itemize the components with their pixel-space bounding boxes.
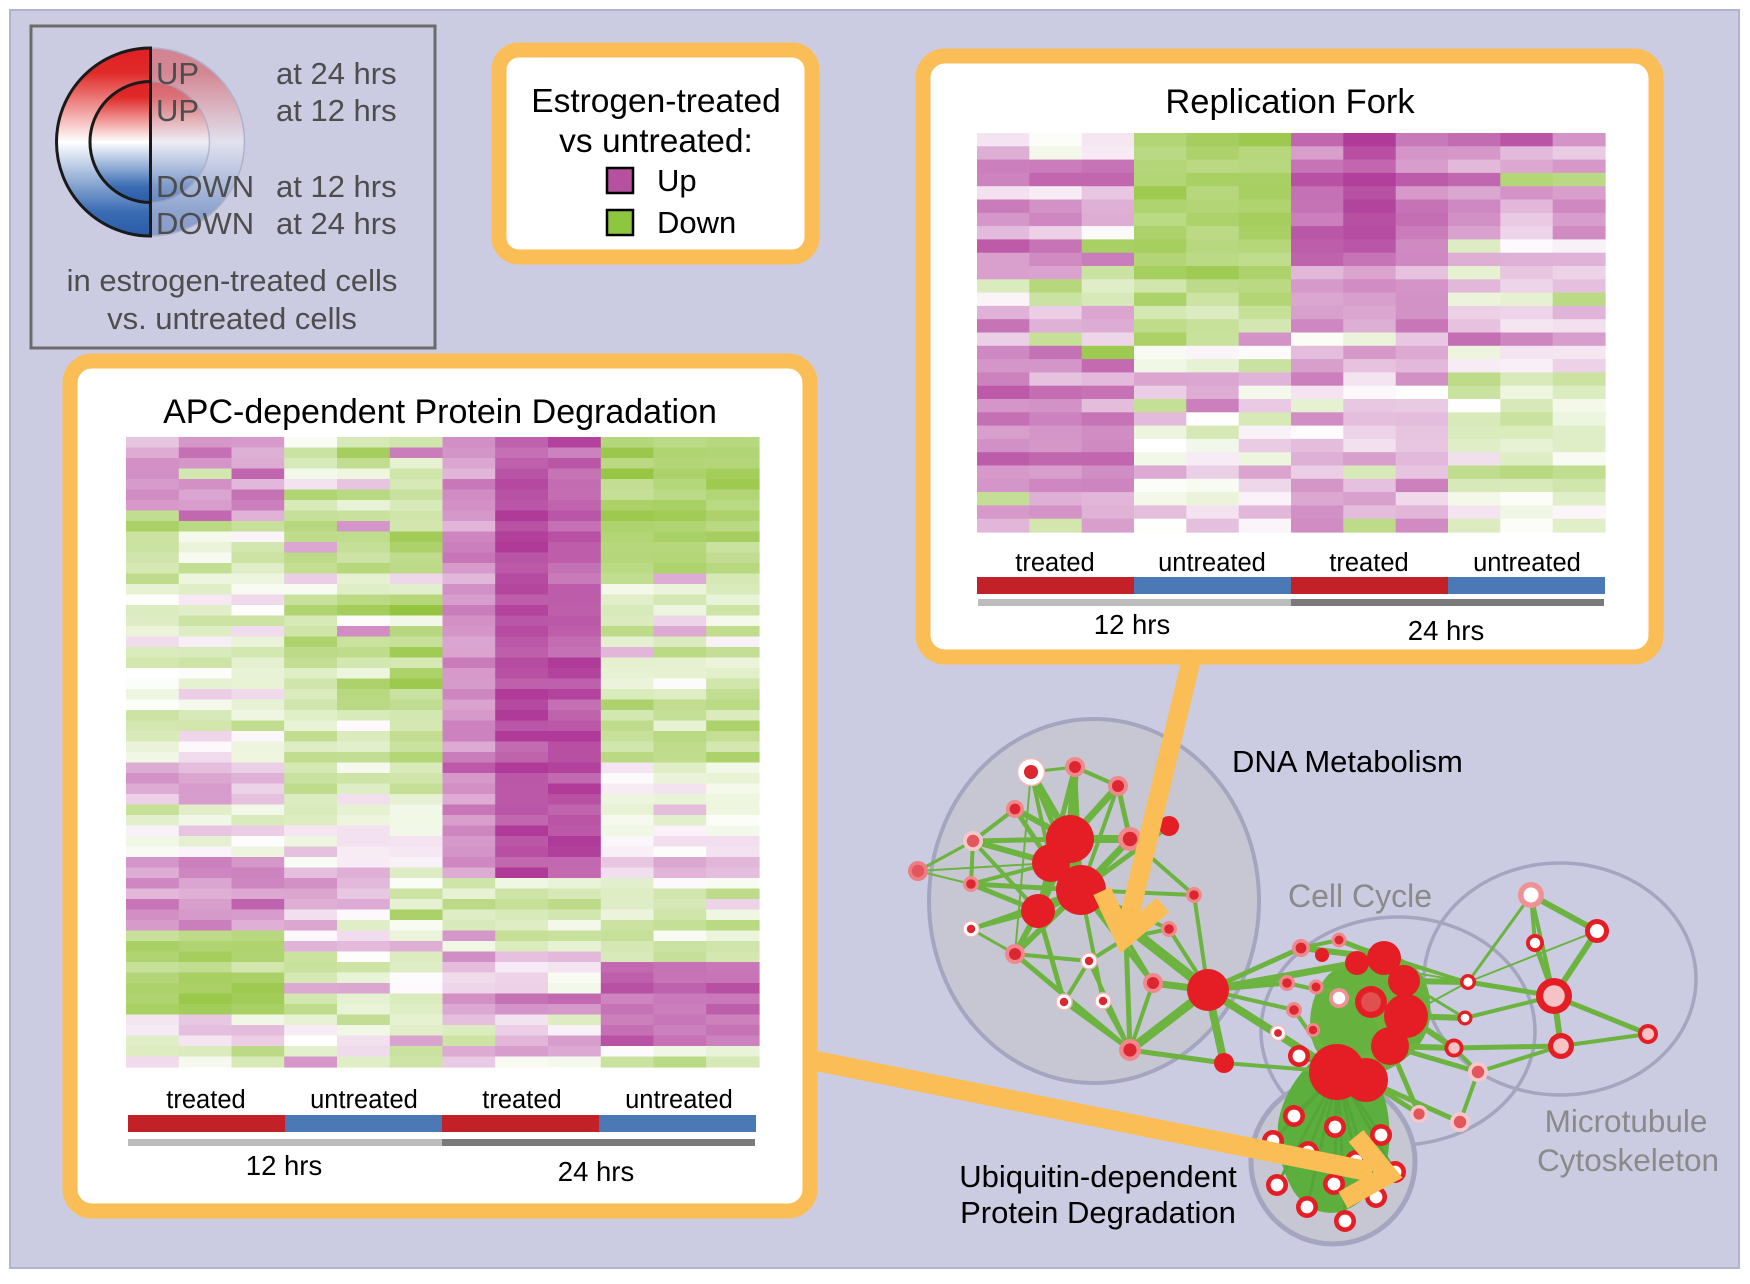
- svg-text:at 12 hrs: at 12 hrs: [276, 169, 397, 204]
- svg-text:Up: Up: [657, 163, 697, 198]
- svg-text:24 hrs: 24 hrs: [558, 1156, 634, 1187]
- svg-text:treated: treated: [166, 1086, 245, 1114]
- svg-text:in estrogen-treated cells: in estrogen-treated cells: [67, 263, 398, 298]
- svg-text:12 hrs: 12 hrs: [1094, 609, 1170, 640]
- svg-text:Down: Down: [657, 205, 736, 240]
- svg-text:UP: UP: [156, 56, 199, 91]
- svg-text:APC-dependent Protein Degradat: APC-dependent Protein Degradation: [163, 393, 717, 431]
- svg-text:Cell Cycle: Cell Cycle: [1288, 878, 1432, 914]
- svg-text:at 12 hrs: at 12 hrs: [276, 93, 397, 128]
- svg-text:untreated: untreated: [1473, 549, 1581, 577]
- svg-text:untreated: untreated: [1158, 549, 1266, 577]
- svg-text:Ubiquitin-dependent: Ubiquitin-dependent: [959, 1159, 1237, 1194]
- svg-text:treated: treated: [482, 1086, 561, 1114]
- svg-text:DOWN: DOWN: [156, 169, 254, 204]
- svg-text:Replication Fork: Replication Fork: [1165, 83, 1415, 121]
- svg-text:at 24 hrs: at 24 hrs: [276, 206, 397, 241]
- svg-text:at 24 hrs: at 24 hrs: [276, 56, 397, 91]
- svg-text:untreated: untreated: [310, 1086, 418, 1114]
- svg-text:untreated: untreated: [625, 1086, 733, 1114]
- svg-text:Cytoskeleton: Cytoskeleton: [1537, 1142, 1719, 1178]
- svg-text:DNA Metabolism: DNA Metabolism: [1232, 744, 1463, 779]
- svg-text:vs untreated:: vs untreated:: [559, 123, 753, 160]
- svg-text:UP: UP: [156, 93, 199, 128]
- svg-text:treated: treated: [1015, 549, 1094, 577]
- svg-text:vs. untreated cells: vs. untreated cells: [107, 301, 357, 336]
- svg-text:24 hrs: 24 hrs: [1408, 615, 1484, 646]
- svg-text:Estrogen-treated: Estrogen-treated: [531, 83, 781, 120]
- svg-text:Microtubule: Microtubule: [1545, 1103, 1708, 1139]
- svg-text:treated: treated: [1329, 549, 1408, 577]
- svg-text:12 hrs: 12 hrs: [246, 1150, 322, 1181]
- svg-text:DOWN: DOWN: [156, 206, 254, 241]
- svg-text:Protein Degradation: Protein Degradation: [960, 1195, 1236, 1230]
